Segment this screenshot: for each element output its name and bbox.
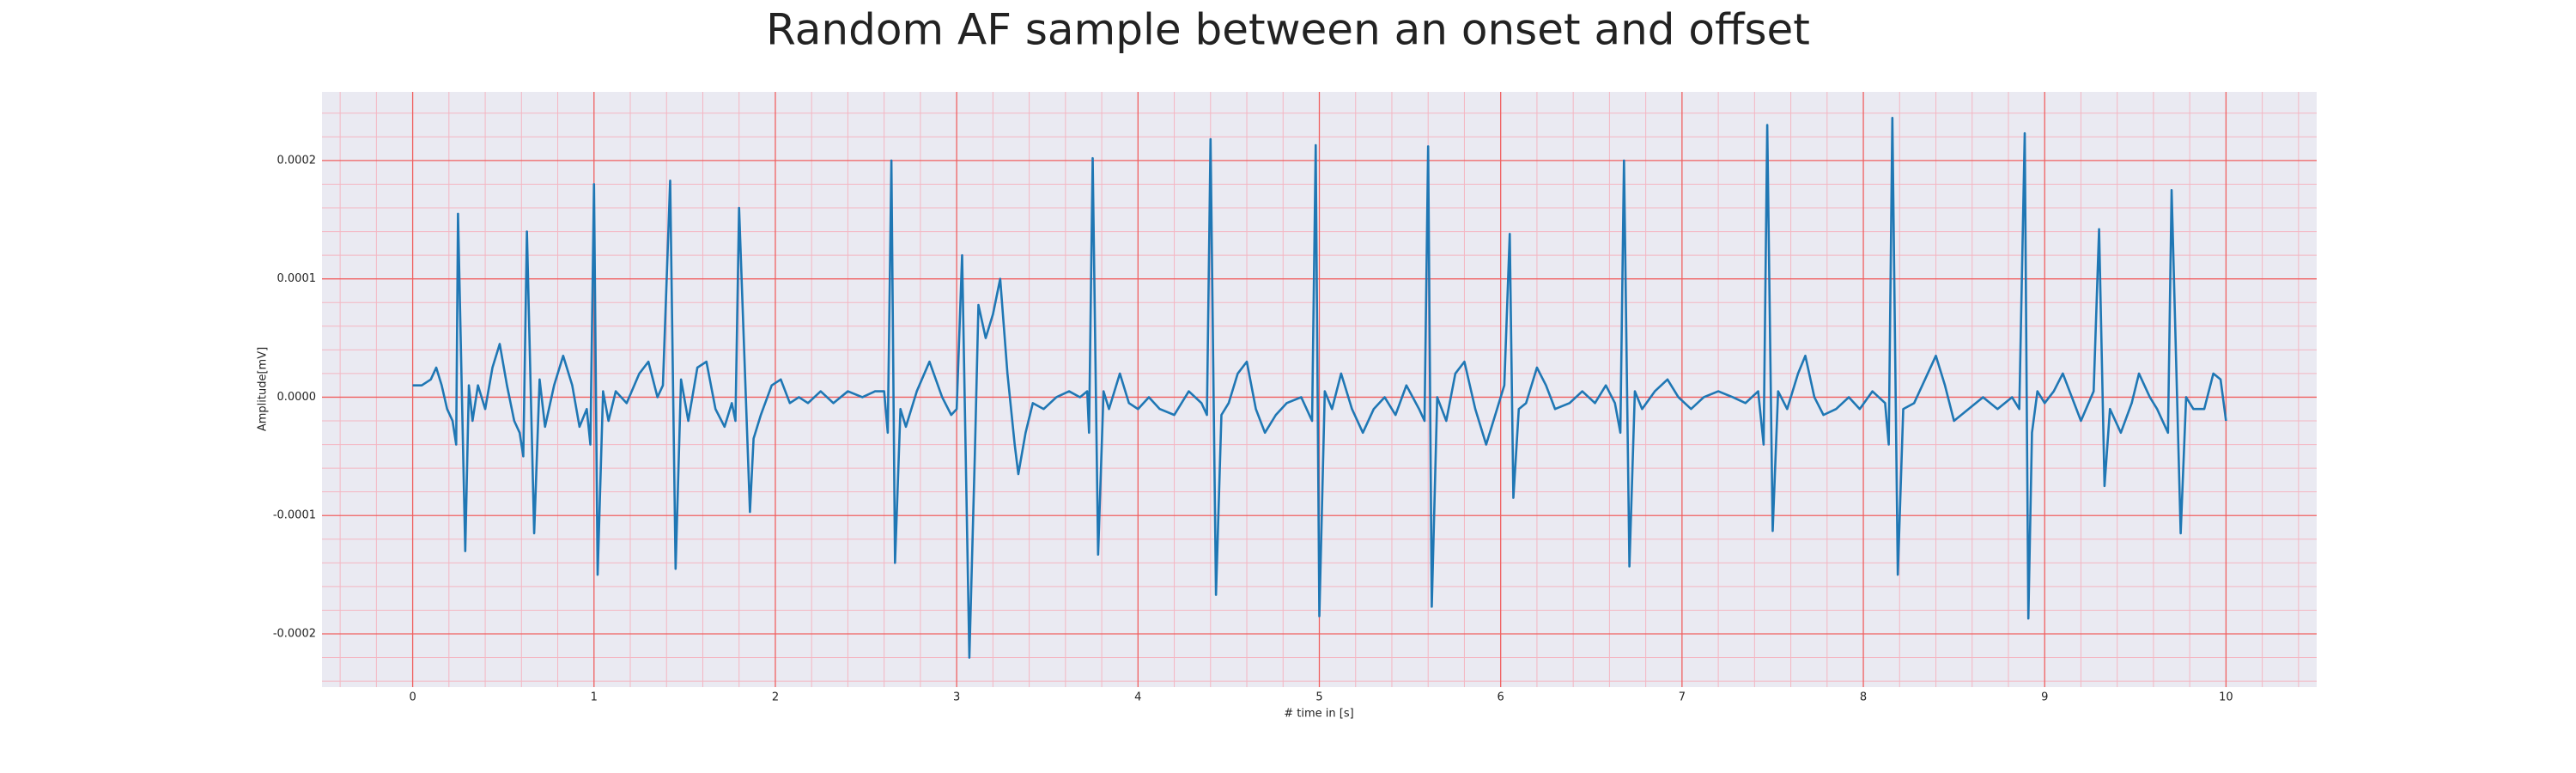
x-tick-label: 6	[1498, 691, 1504, 704]
data-layer	[412, 117, 2227, 659]
x-tick-label: 3	[953, 691, 960, 704]
y-tick-label: 0.0000	[277, 391, 317, 404]
x-tick-label: 7	[1679, 691, 1686, 704]
x-tick-label: 0	[409, 691, 416, 704]
y-tick-label: -0.0001	[273, 509, 316, 522]
signal-line	[412, 117, 2227, 659]
x-tick-label: 5	[1315, 691, 1322, 704]
y-tick-label: 0.0001	[277, 272, 317, 285]
x-axis-label: # time in [s]	[1284, 708, 1353, 721]
x-tick-label: 2	[772, 691, 779, 704]
x-tick-label: 8	[1860, 691, 1867, 704]
x-tick-label: 10	[2219, 691, 2233, 704]
x-tick-label: 1	[591, 691, 598, 704]
x-tick-label: 9	[2041, 691, 2048, 704]
tick-labels: 0 1 2 3 4 5 6 7 8 9 10 -0.0002 -0.0001 0.0000 0.0001 0.…	[273, 154, 2233, 703]
y-tick-label: -0.0002	[273, 628, 316, 641]
chart-title: Random AF sample between an onset and of…	[766, 5, 1810, 55]
y-axis-label: Amplitude[mV]	[257, 347, 270, 431]
y-tick-label: 0.0002	[277, 154, 317, 167]
x-tick-label: 4	[1134, 691, 1141, 704]
